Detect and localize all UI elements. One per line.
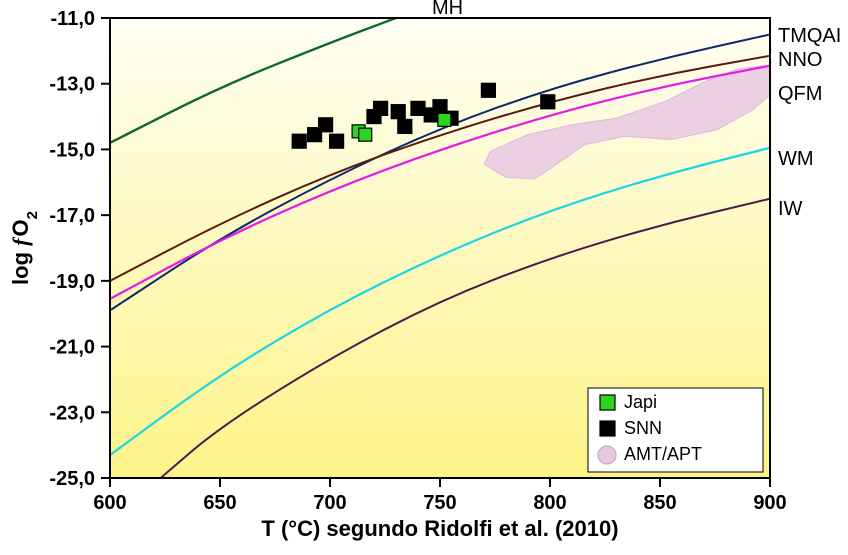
x-tick-label: 600 bbox=[93, 492, 126, 514]
curve-label-wm: WM bbox=[778, 148, 814, 170]
japi-swatch bbox=[600, 395, 615, 410]
y-tick-label: -13,0 bbox=[49, 74, 95, 96]
marker-japi bbox=[438, 113, 451, 126]
curve-label-qfm: QFM bbox=[778, 83, 822, 105]
y-tick-label: -17,0 bbox=[49, 205, 95, 227]
legend-label: AMT/APT bbox=[624, 444, 702, 464]
curve-label-tmqai: TMQAI bbox=[778, 25, 841, 47]
curve-label-iw: IW bbox=[778, 198, 803, 220]
x-axis-title: T (°C) segundo Ridolfi et al. (2010) bbox=[261, 516, 618, 541]
x-tick-label: 850 bbox=[643, 492, 676, 514]
y-tick-label: -23,0 bbox=[49, 402, 95, 424]
x-tick-label: 700 bbox=[313, 492, 346, 514]
snn-swatch bbox=[600, 421, 615, 436]
marker-snn bbox=[391, 105, 405, 119]
marker-snn bbox=[330, 134, 344, 148]
x-tick-label: 900 bbox=[753, 492, 786, 514]
fo2-vs-temperature-chart: 600 650 700 750 800 850 900 T (°C) segundo Rido… bbox=[0, 0, 848, 555]
x-tick-label: 800 bbox=[533, 492, 566, 514]
x-tick-label: 750 bbox=[423, 492, 456, 514]
legend-label: SNN bbox=[624, 418, 662, 438]
marker-snn bbox=[541, 95, 555, 109]
marker-snn bbox=[319, 118, 333, 132]
y-tick-label: -19,0 bbox=[49, 271, 95, 293]
marker-snn bbox=[398, 119, 412, 133]
curve-label-nno: NNO bbox=[778, 49, 822, 71]
y-axis-title: log fO2 bbox=[8, 211, 41, 285]
marker-snn bbox=[374, 101, 388, 115]
marker-japi bbox=[359, 128, 372, 141]
marker-snn bbox=[292, 134, 306, 148]
y-tick-label: -11,0 bbox=[51, 8, 95, 30]
marker-snn bbox=[481, 83, 495, 97]
y-tick-label: -25,0 bbox=[49, 468, 95, 490]
legend-label: Japi bbox=[624, 392, 657, 412]
y-tick-label: -21,0 bbox=[49, 337, 95, 359]
curve-label-mh: MH bbox=[432, 0, 463, 19]
x-tick-label: 650 bbox=[203, 492, 236, 514]
amt-swatch bbox=[598, 446, 616, 464]
marker-snn bbox=[411, 101, 425, 115]
y-tick-label: -15,0 bbox=[49, 139, 95, 161]
